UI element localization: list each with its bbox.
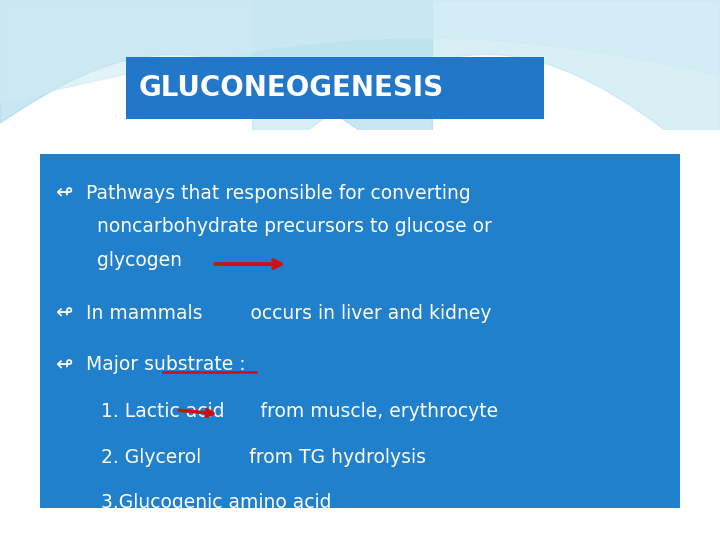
Text: Major substrate :: Major substrate : <box>86 355 246 374</box>
Text: 1. Lactic acid      from muscle, erythrocyte: 1. Lactic acid from muscle, erythrocyte <box>101 402 498 421</box>
Text: ↫: ↫ <box>55 184 73 204</box>
Text: GLUCONEOGENESIS: GLUCONEOGENESIS <box>139 74 444 102</box>
Bar <box>126 57 544 119</box>
Text: Pathways that responsible for converting: Pathways that responsible for converting <box>86 184 471 202</box>
Text: 2. Glycerol        from TG hydrolysis: 2. Glycerol from TG hydrolysis <box>101 448 426 467</box>
Bar <box>0 130 720 540</box>
Text: glycogen: glycogen <box>97 251 182 269</box>
Text: ↫: ↫ <box>55 355 73 375</box>
Text: 3.Glucogenic amino acid: 3.Glucogenic amino acid <box>101 493 331 512</box>
Bar <box>40 154 680 508</box>
Text: noncarbohydrate precursors to glucose or: noncarbohydrate precursors to glucose or <box>97 217 492 236</box>
Text: ↫: ↫ <box>55 304 73 324</box>
Text: In mammals        occurs in liver and kidney: In mammals occurs in liver and kidney <box>86 304 492 323</box>
